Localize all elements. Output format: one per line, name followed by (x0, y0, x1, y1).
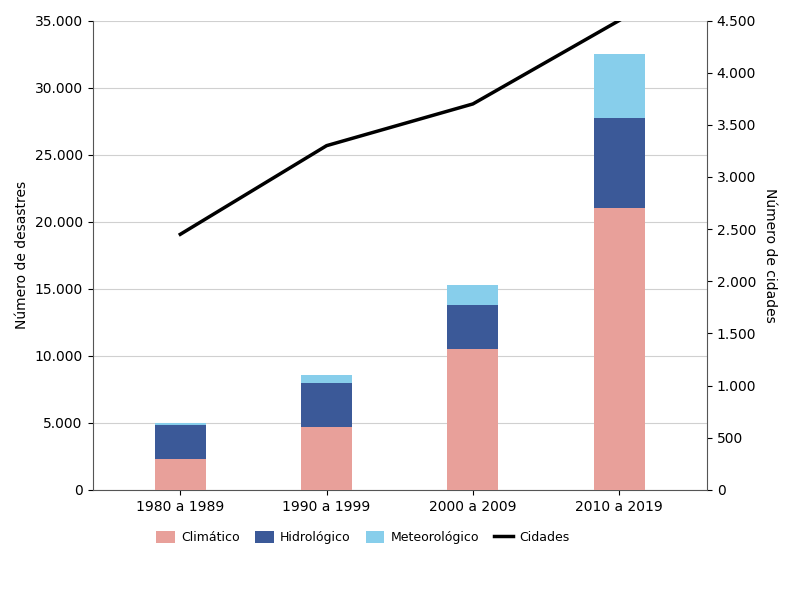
Bar (301, 375, 352, 382)
Y-axis label: Número de desastres: Número de desastres (15, 181, 29, 329)
Bar (301, 382, 352, 427)
Bar (593, 54, 645, 118)
Bar (154, 423, 206, 426)
Bar (301, 427, 352, 490)
Y-axis label: Número de cidades: Número de cidades (763, 188, 777, 323)
Bar (447, 305, 498, 349)
Bar (447, 349, 498, 490)
Cidades (468, 101, 478, 108)
Cidades (615, 17, 624, 24)
Line: Cidades: Cidades (181, 21, 619, 234)
Bar (593, 208, 645, 490)
Bar (593, 118, 645, 208)
Legend: Climático, Hidrológico, Meteorológico, Cidades: Climático, Hidrológico, Meteorológico, C… (151, 526, 574, 549)
Bar (154, 426, 206, 459)
Cidades (176, 231, 185, 238)
Cidades (322, 142, 331, 149)
Bar (154, 459, 206, 490)
Bar (447, 285, 498, 305)
